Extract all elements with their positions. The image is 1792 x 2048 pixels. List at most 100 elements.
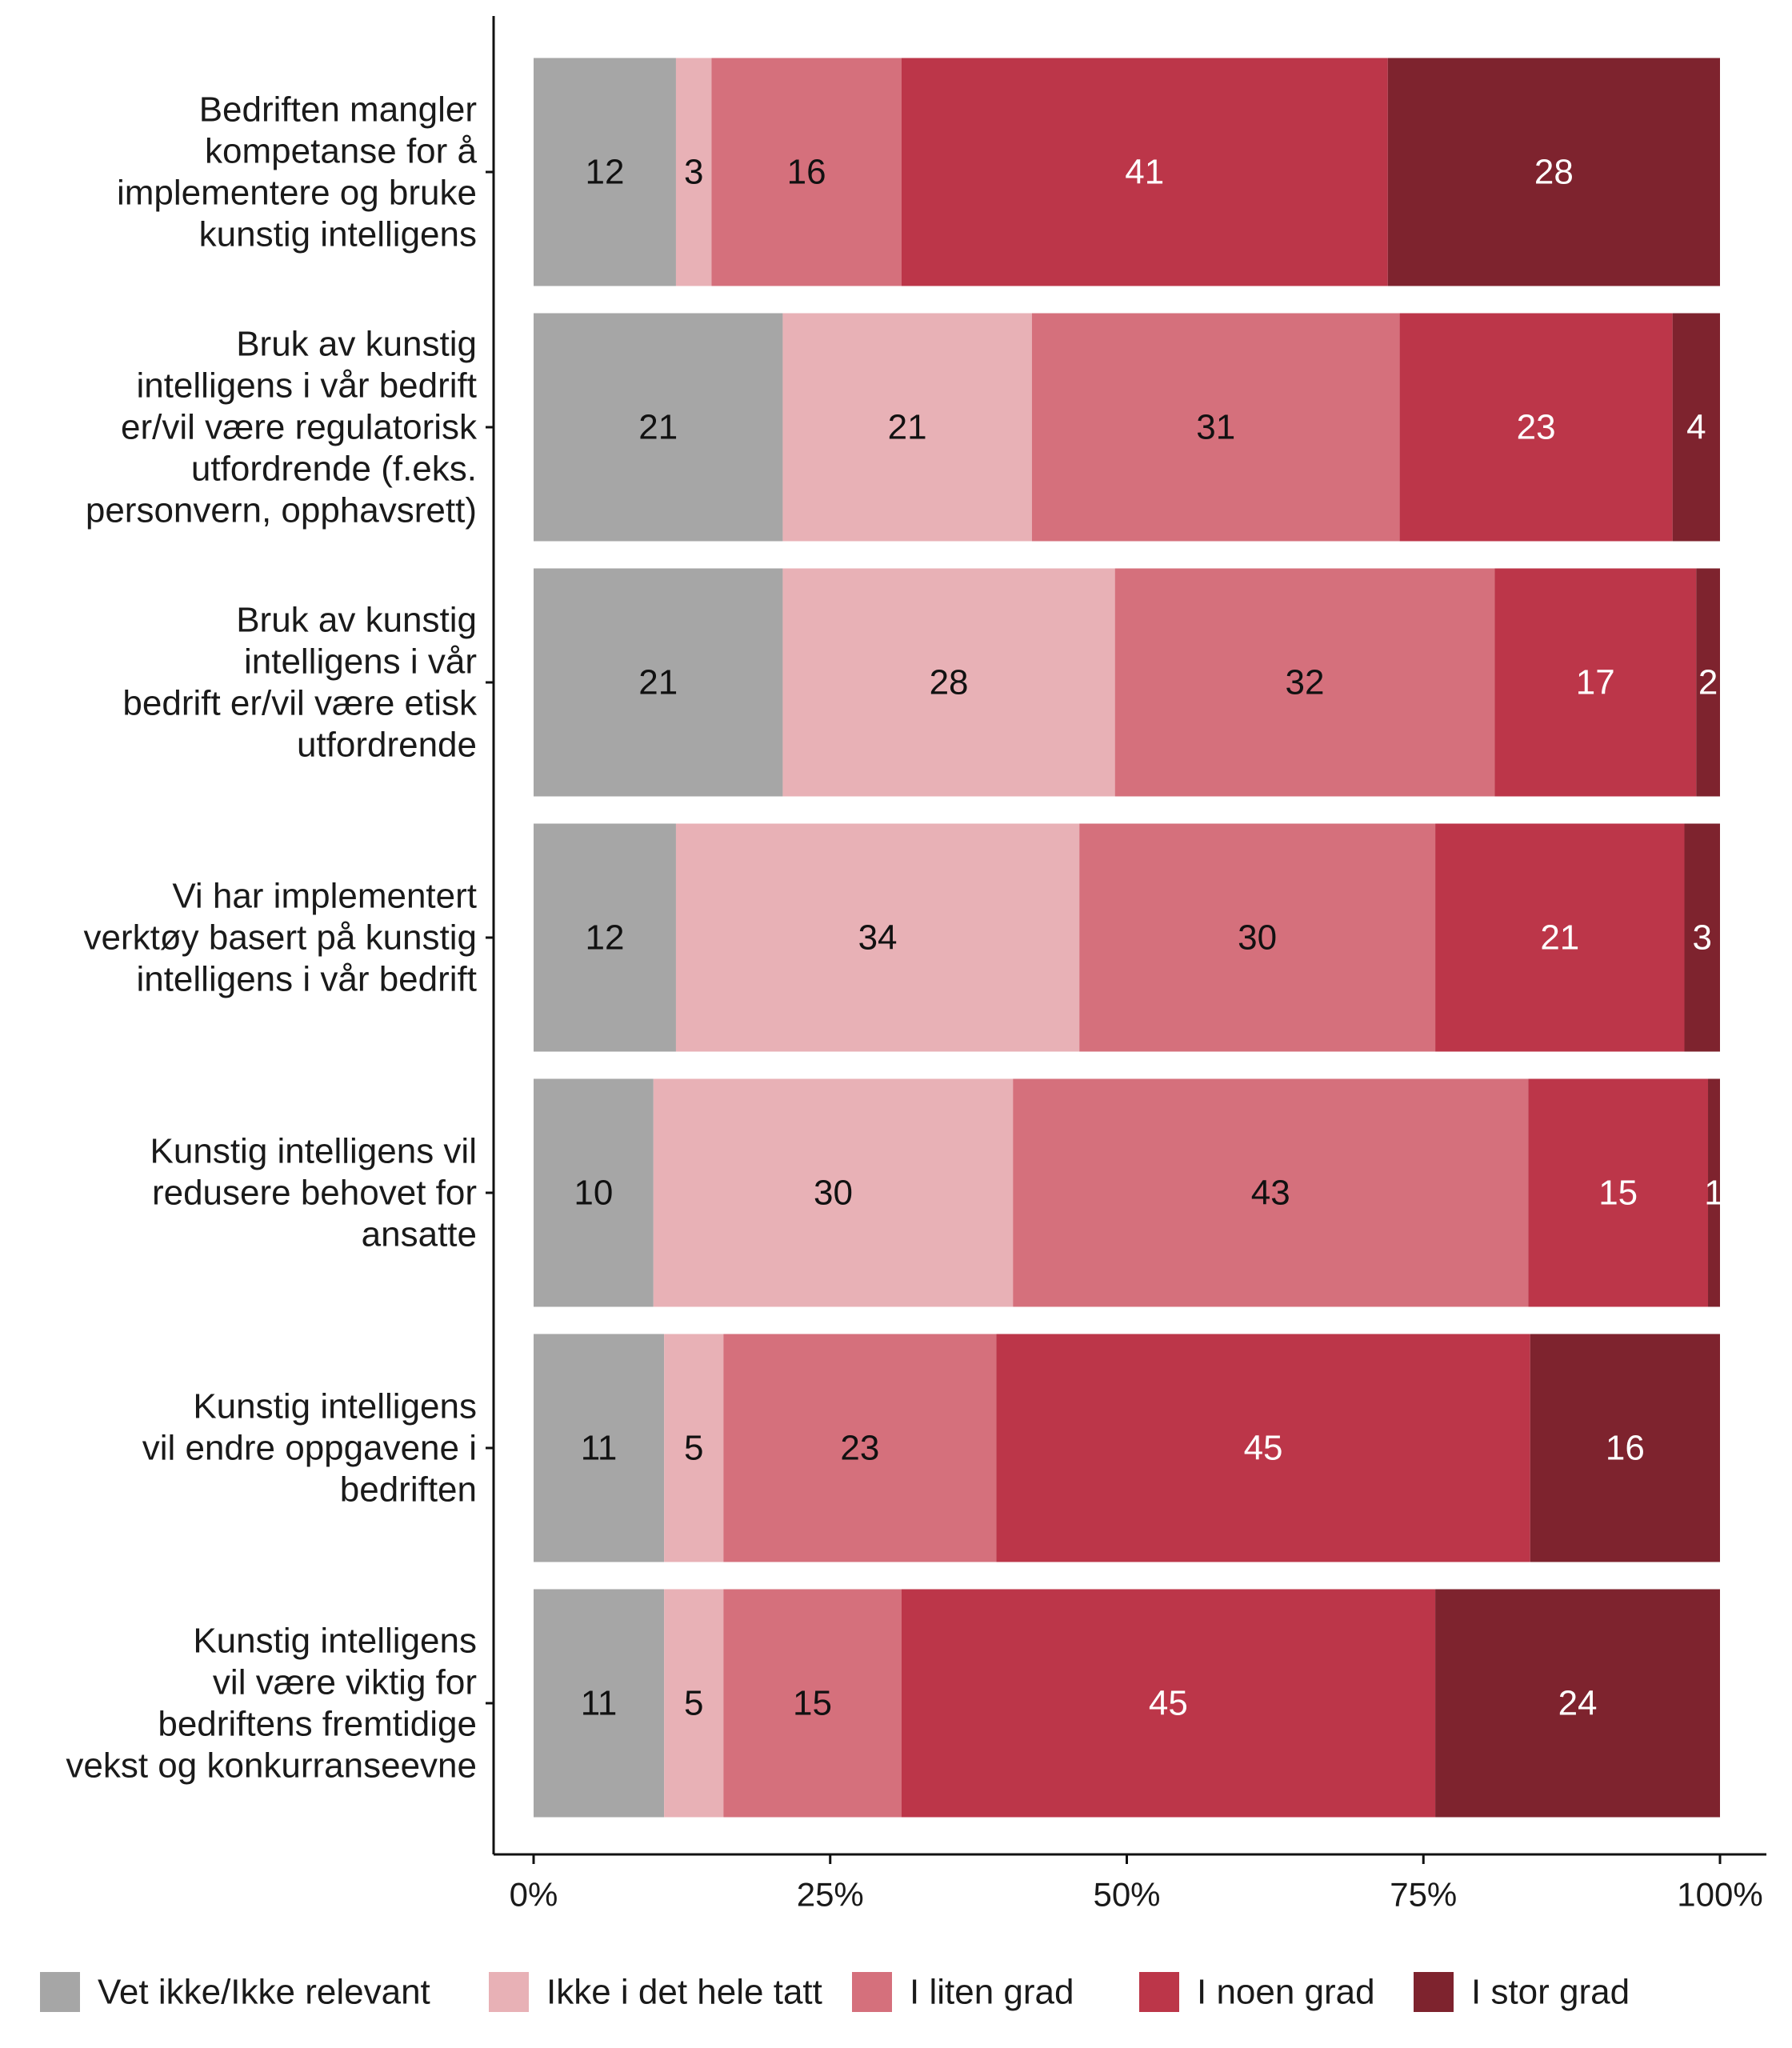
- axes: 0% 25% 50% 75% 100%: [486, 16, 1766, 1914]
- bar-segment: [1079, 823, 1436, 1052]
- x-tick-label: 100%: [1677, 1876, 1762, 1914]
- bar-segment: [996, 1334, 1530, 1562]
- category-label-line: personvern, opphavsrett): [86, 491, 477, 530]
- bar-segment: [653, 1078, 1014, 1307]
- bar-segment: [1387, 58, 1720, 286]
- x-tick-label: 75%: [1390, 1876, 1457, 1914]
- segment-value-label: 31: [1196, 408, 1235, 447]
- bar-segment: [711, 58, 902, 286]
- category-label-line: Kunstig intelligens: [193, 1387, 477, 1426]
- bar-segment: [901, 58, 1388, 286]
- segment-value-label: 17: [1576, 663, 1615, 702]
- category-label-line: ansatte: [362, 1215, 477, 1254]
- bar-segment: [534, 58, 676, 286]
- segment-value-label: 32: [1285, 663, 1324, 702]
- segment-value-label: 30: [1238, 918, 1277, 958]
- bar-segment: [534, 568, 783, 797]
- segment-value-label: 11: [581, 1684, 618, 1723]
- bar-segment: [1399, 313, 1673, 542]
- category-label-line: utfordrende (f.eks.: [191, 450, 477, 489]
- bar-segment: [675, 58, 712, 286]
- category-label-line: Kunstig intelligens: [193, 1622, 477, 1661]
- bar-segment: [534, 1078, 654, 1307]
- segment-value-label: 21: [1540, 918, 1579, 958]
- x-tick-label: 0%: [510, 1876, 558, 1914]
- segment-value-label: 16: [787, 153, 826, 192]
- bar-segment: [1708, 1078, 1720, 1307]
- category-label-line: er/vil være regulatorisk: [121, 408, 478, 447]
- bar-segment: [664, 1334, 724, 1562]
- segment-value-label: 12: [586, 153, 625, 192]
- category-label-line: vil være viktig for: [213, 1663, 477, 1702]
- bar-segment: [782, 568, 1115, 797]
- segment-value-label: 15: [793, 1684, 832, 1723]
- segment-value-label: 30: [814, 1174, 853, 1213]
- segment-value-label: 1: [1704, 1174, 1723, 1213]
- category-label-line: intelligens i vår bedrift: [136, 366, 477, 406]
- segment-value-label: 41: [1125, 153, 1164, 192]
- bar-segment: [1684, 823, 1720, 1052]
- segment-value-label: 3: [684, 153, 703, 192]
- bar-segment: [1114, 568, 1495, 797]
- bar-segment: [1435, 1589, 1720, 1818]
- x-tick-label: 50%: [1093, 1876, 1160, 1914]
- category-label-line: utfordrende: [297, 726, 477, 765]
- legend-label: I noen grad: [1197, 1973, 1375, 2012]
- segment-value-label: 4: [1686, 408, 1706, 447]
- category-label-line: bedriften: [340, 1470, 477, 1510]
- category-label-line: Bruk av kunstig: [236, 601, 477, 640]
- category-label-line: Bedriften mangler: [199, 90, 477, 130]
- category-label-line: vekst og konkurranseevne: [66, 1746, 477, 1786]
- x-tick-label: 25%: [797, 1876, 864, 1914]
- segment-value-label: 45: [1149, 1684, 1188, 1723]
- bar-segment: [782, 313, 1032, 542]
- category-label-line: bedriftens fremtidige: [158, 1705, 477, 1744]
- legend-key: [489, 1972, 529, 2012]
- bar-segment: [675, 823, 1080, 1052]
- category-label-line: intelligens i vår bedrift: [136, 960, 477, 999]
- bar-segment: [534, 1334, 665, 1562]
- category-label-line: verktøy basert på kunstig: [83, 918, 477, 958]
- legend-label: I liten grad: [910, 1973, 1074, 2012]
- segment-value-label: 45: [1244, 1429, 1283, 1468]
- segment-value-label: 16: [1606, 1429, 1645, 1468]
- category-label-line: implementere og bruke: [117, 174, 477, 213]
- bar-segment: [1031, 313, 1400, 542]
- category-label-line: kompetanse for å: [205, 132, 477, 171]
- legend: Vet ikke/Ikke relevant Ikke i det hele ta…: [40, 1972, 1630, 2012]
- bar-segment: [1013, 1078, 1529, 1307]
- legend-label: I stor grad: [1471, 1973, 1630, 2012]
- bar-segment: [723, 1334, 997, 1562]
- segment-value-label: 12: [586, 918, 625, 958]
- segment-value-label: 15: [1598, 1174, 1638, 1213]
- segment-value-label: 21: [888, 408, 927, 447]
- segment-value-label: 11: [581, 1429, 618, 1468]
- segment-value-label: 10: [574, 1174, 613, 1213]
- category-label-line: kunstig intelligens: [199, 215, 477, 254]
- segment-value-label: 3: [1693, 918, 1712, 958]
- bar-segment: [1435, 823, 1685, 1052]
- legend-key: [1139, 1972, 1179, 2012]
- bar-segment: [534, 1589, 665, 1818]
- segment-value-label: 34: [858, 918, 898, 958]
- category-label-line: redusere behovet for: [152, 1174, 477, 1213]
- category-label-line: bedrift er/vil være etisk: [122, 684, 478, 723]
- bar-segment: [1494, 568, 1697, 797]
- segment-value-label: 24: [1558, 1684, 1598, 1723]
- bar-segment: [1530, 1334, 1720, 1562]
- bar-segment: [1672, 313, 1720, 542]
- segment-value-label: 21: [638, 408, 678, 447]
- segment-value-label: 28: [930, 663, 969, 702]
- segment-value-label: 43: [1251, 1174, 1290, 1213]
- segment-value-label: 28: [1534, 153, 1574, 192]
- segment-value-label: 2: [1698, 663, 1718, 702]
- legend-key: [852, 1972, 892, 2012]
- bar-segment: [901, 1589, 1436, 1818]
- legend-key: [40, 1972, 80, 2012]
- bar-segment: [1528, 1078, 1709, 1307]
- legend-label: Ikke i det hele tatt: [546, 1973, 822, 2012]
- category-label-line: Kunstig intelligens vil: [150, 1132, 477, 1171]
